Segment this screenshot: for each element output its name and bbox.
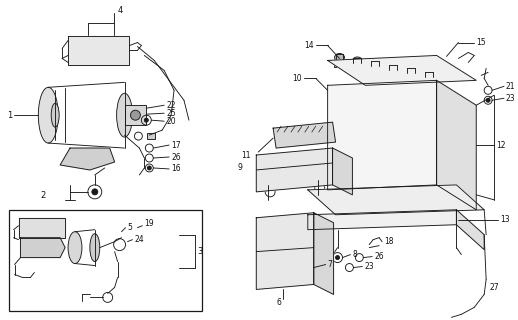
Text: 25: 25 <box>166 109 176 118</box>
Ellipse shape <box>38 87 58 143</box>
Text: 23: 23 <box>364 262 374 271</box>
Polygon shape <box>314 213 334 294</box>
Bar <box>377 198 427 210</box>
Text: 10: 10 <box>292 74 302 83</box>
Polygon shape <box>68 36 130 65</box>
Ellipse shape <box>388 64 398 72</box>
Ellipse shape <box>51 103 59 127</box>
Ellipse shape <box>68 232 82 264</box>
Bar <box>334 60 346 68</box>
Ellipse shape <box>424 71 434 79</box>
Bar <box>89 38 103 49</box>
Bar <box>124 105 146 125</box>
Text: 18: 18 <box>384 237 394 246</box>
Ellipse shape <box>117 93 133 137</box>
Bar <box>387 70 399 78</box>
Text: 22: 22 <box>166 101 176 110</box>
Bar <box>405 73 417 81</box>
Bar <box>106 38 120 49</box>
Text: 14: 14 <box>304 41 314 50</box>
Text: 3: 3 <box>197 247 202 256</box>
Polygon shape <box>327 80 437 190</box>
Ellipse shape <box>335 53 344 61</box>
Ellipse shape <box>370 60 380 68</box>
Polygon shape <box>19 218 65 238</box>
Polygon shape <box>60 148 114 170</box>
Text: 9: 9 <box>238 164 242 172</box>
Bar <box>9 210 202 311</box>
Ellipse shape <box>90 234 100 261</box>
Circle shape <box>131 110 140 120</box>
Text: 4: 4 <box>118 6 123 15</box>
Text: 26: 26 <box>171 153 181 162</box>
Text: 13: 13 <box>500 215 510 224</box>
Circle shape <box>92 189 98 195</box>
Text: 26: 26 <box>374 252 384 261</box>
Ellipse shape <box>406 68 416 76</box>
Circle shape <box>271 262 281 273</box>
Text: 20: 20 <box>166 117 176 126</box>
Polygon shape <box>308 210 456 230</box>
Text: 17: 17 <box>171 140 181 149</box>
Text: 2: 2 <box>40 191 45 200</box>
Text: 16: 16 <box>171 164 181 173</box>
Circle shape <box>336 256 339 260</box>
Text: 7: 7 <box>327 260 333 269</box>
Circle shape <box>145 118 148 122</box>
Polygon shape <box>21 238 65 258</box>
Bar <box>423 77 435 85</box>
Text: 5: 5 <box>127 223 133 232</box>
Bar <box>72 38 86 49</box>
Text: 21: 21 <box>506 82 515 91</box>
Text: 1: 1 <box>7 111 12 120</box>
Text: 23: 23 <box>506 94 515 103</box>
Text: 15: 15 <box>476 38 486 47</box>
Text: 19: 19 <box>145 219 154 228</box>
Text: 12: 12 <box>496 140 506 149</box>
Bar <box>35 221 45 229</box>
Polygon shape <box>308 185 484 215</box>
Text: 6: 6 <box>276 298 281 307</box>
Polygon shape <box>456 210 484 250</box>
Circle shape <box>486 98 490 102</box>
Polygon shape <box>273 122 336 148</box>
Polygon shape <box>333 148 352 195</box>
Bar <box>351 63 363 71</box>
Text: 8: 8 <box>352 250 357 259</box>
Text: 27: 27 <box>489 283 499 292</box>
Circle shape <box>147 166 151 170</box>
Ellipse shape <box>352 57 362 65</box>
Bar <box>369 67 381 74</box>
Text: 11: 11 <box>241 150 250 160</box>
Polygon shape <box>256 213 314 289</box>
Polygon shape <box>256 148 333 192</box>
Bar <box>147 133 155 139</box>
Text: 24: 24 <box>135 235 144 244</box>
Polygon shape <box>327 55 476 85</box>
Bar <box>48 221 58 229</box>
Polygon shape <box>437 80 476 210</box>
Bar <box>22 221 33 229</box>
